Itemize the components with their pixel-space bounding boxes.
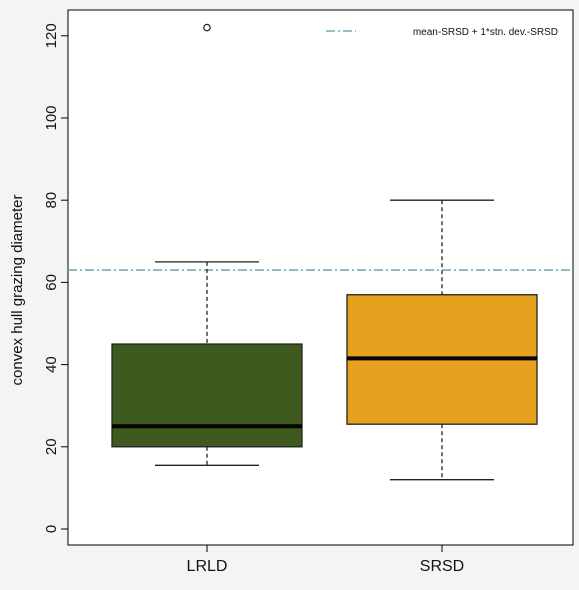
y-tick-label: 60 — [43, 274, 60, 291]
x-tick-label: SRSD — [420, 558, 464, 575]
y-tick-label: 120 — [43, 23, 60, 48]
y-tick-label: 100 — [43, 105, 60, 130]
plot-area — [68, 10, 573, 545]
legend-label: mean-SRSD + 1*stn. dev.-SRSD — [413, 27, 558, 38]
y-tick-label: 40 — [43, 356, 60, 373]
y-axis-label: convex hull grazing diameter — [9, 195, 26, 386]
boxes-group — [111, 23, 538, 481]
legend: mean-SRSD + 1*stn. dev.-SRSD — [326, 27, 558, 38]
iqr-box — [111, 343, 303, 448]
y-axis: 0 20 40 60 80 100 120 — [43, 23, 68, 533]
y-tick-label: 0 — [43, 525, 60, 533]
outlier-point — [203, 23, 211, 32]
x-axis: LRLD SRSD — [187, 545, 464, 575]
x-tick-label: LRLD — [187, 558, 228, 575]
box-lrld — [111, 23, 303, 466]
plot-frame — [67, 9, 574, 546]
y-tick-label: 20 — [43, 438, 60, 455]
box-srsd — [346, 199, 538, 481]
y-tick-label: 80 — [43, 192, 60, 209]
